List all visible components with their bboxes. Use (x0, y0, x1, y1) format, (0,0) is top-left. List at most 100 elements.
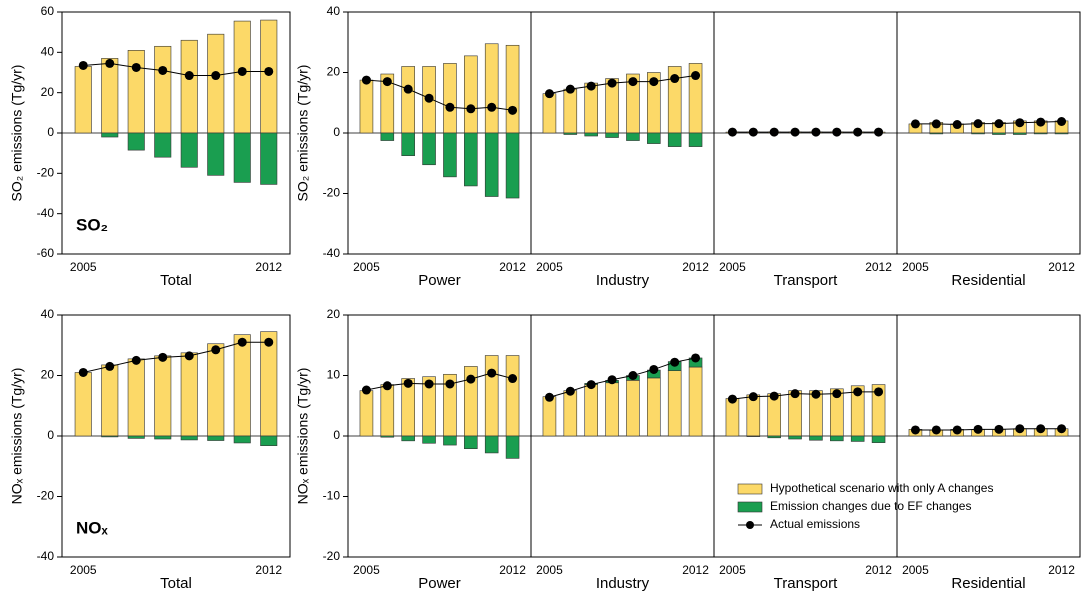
bar (233, 132, 251, 183)
bar (871, 435, 886, 443)
bar (74, 66, 92, 134)
bar (74, 372, 92, 437)
point (264, 66, 274, 76)
y-tick-label: -20 (323, 549, 341, 563)
point (790, 127, 800, 137)
point (211, 71, 221, 81)
bar (260, 19, 278, 134)
x-tick-label: 2005 (70, 260, 97, 274)
bar (260, 331, 278, 437)
bar (443, 132, 457, 178)
bar (260, 435, 278, 446)
bar (180, 352, 198, 437)
bar (542, 93, 557, 134)
bar (563, 132, 578, 135)
point (131, 62, 141, 72)
bar (767, 435, 781, 439)
x-tick-label: 2005 (719, 563, 746, 577)
point (544, 89, 554, 99)
point (1057, 424, 1067, 434)
point (811, 127, 821, 137)
bar (1013, 132, 1027, 135)
bar (101, 58, 119, 134)
bar (688, 366, 703, 437)
point (994, 119, 1004, 129)
point (910, 425, 920, 435)
y-tick-label: 20 (41, 368, 55, 382)
point (649, 364, 659, 374)
group-label: Industry (596, 575, 650, 592)
bar (484, 43, 499, 134)
bar (563, 390, 578, 437)
bar (101, 364, 119, 437)
group-label: Total (160, 575, 192, 592)
point (931, 425, 941, 435)
y-axis-label: NOₓ emissions (Tg/yr) (295, 368, 311, 505)
bar (154, 355, 172, 437)
point (211, 345, 221, 355)
point (382, 77, 392, 87)
point (78, 60, 88, 70)
point (237, 66, 247, 76)
point (952, 425, 962, 435)
point (1036, 424, 1046, 434)
bar (422, 435, 436, 444)
bar (207, 435, 225, 441)
bar (207, 132, 225, 176)
x-tick-label: 2012 (255, 260, 282, 274)
bar (464, 132, 478, 187)
bar (464, 435, 478, 450)
bar (260, 132, 278, 185)
bar (809, 435, 823, 441)
bar (233, 435, 251, 444)
bar (101, 132, 119, 138)
y-tick-label: 0 (47, 428, 54, 442)
y-tick-label: -40 (323, 246, 341, 260)
point (748, 392, 758, 402)
point (184, 71, 194, 81)
point (466, 104, 476, 114)
point (790, 389, 800, 399)
point (691, 353, 701, 363)
bar (1054, 132, 1069, 135)
point (78, 367, 88, 377)
x-tick-label: 2005 (536, 563, 563, 577)
point (1015, 118, 1025, 128)
bar (725, 398, 740, 437)
line (83, 341, 269, 373)
plot-frame (347, 314, 1081, 558)
bar (563, 88, 578, 134)
point (158, 65, 168, 75)
x-tick-label: 2005 (353, 260, 380, 274)
point (105, 361, 115, 371)
bar (127, 132, 145, 151)
group-label: Industry (596, 272, 650, 289)
x-tick-label: 2012 (682, 260, 709, 274)
point (952, 120, 962, 130)
point (131, 355, 141, 365)
bar (180, 435, 198, 441)
point (853, 387, 863, 397)
point (973, 119, 983, 129)
point (727, 394, 737, 404)
bar (464, 55, 478, 134)
point (445, 379, 455, 389)
group-label: Power (418, 575, 461, 592)
point (237, 337, 247, 347)
plot-frame (347, 11, 1081, 255)
point (1015, 424, 1025, 434)
point (466, 374, 476, 384)
y-tick-label: -20 (37, 166, 55, 180)
bar (746, 435, 761, 437)
point (403, 378, 413, 388)
y-tick-label: 20 (41, 85, 55, 99)
group-label: Transport (774, 575, 838, 592)
y-tick-label: 40 (41, 45, 55, 59)
x-tick-label: 2005 (719, 260, 746, 274)
bar (127, 358, 145, 437)
x-tick-label: 2005 (902, 260, 929, 274)
y-tick-label: 10 (327, 368, 341, 382)
bar (1033, 132, 1048, 135)
x-tick-label: 2005 (353, 563, 380, 577)
